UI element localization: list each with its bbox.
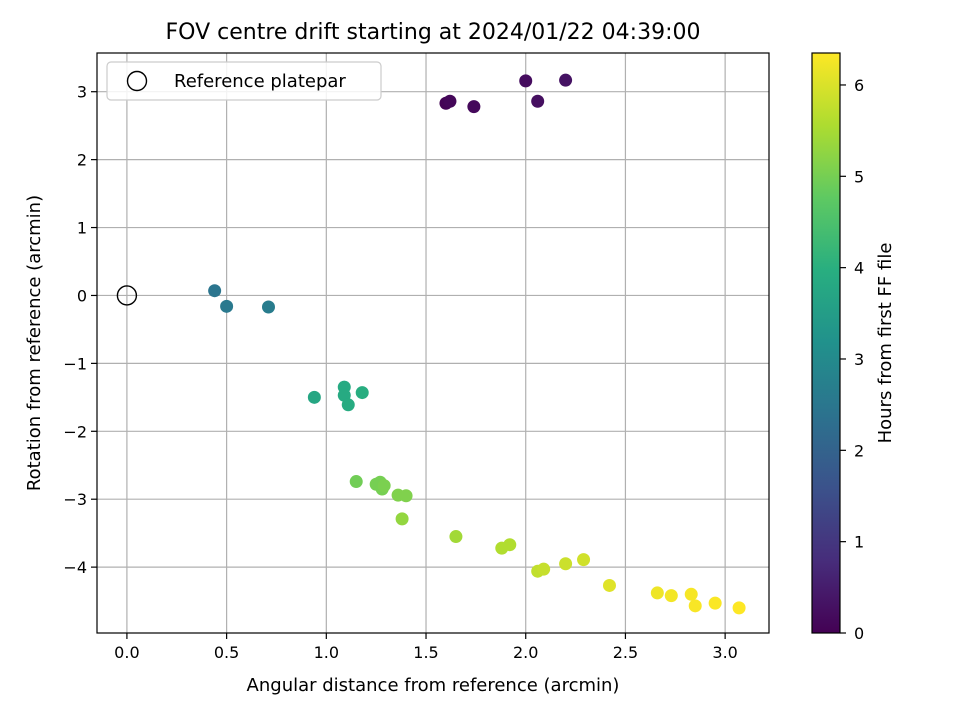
data-point: [577, 553, 591, 567]
data-point: [664, 589, 678, 603]
y-tick-label: 3: [77, 83, 87, 102]
reference-marker: [116, 285, 138, 306]
data-point: [708, 596, 722, 610]
x-tick-label: 3.0: [712, 643, 737, 662]
scatter-points: [208, 73, 746, 615]
x-tick-label: 2.0: [513, 643, 538, 662]
legend-marker: [126, 70, 148, 92]
data-point: [377, 479, 391, 493]
x-tick-label: 1.5: [413, 643, 438, 662]
colorbar-tick-label: 1: [854, 533, 864, 552]
data-point: [559, 73, 573, 87]
colorbar-tick-label: 2: [854, 441, 864, 460]
colorbar: [811, 52, 841, 634]
y-axis-ticks: 3 2 1 0 −1 −2 −3 −4: [63, 83, 97, 577]
x-tick-label: 0.0: [114, 643, 139, 662]
data-point: [559, 557, 573, 571]
data-point: [519, 74, 533, 88]
data-point: [537, 562, 551, 576]
data-point: [341, 398, 355, 412]
legend-label: Reference platepar: [174, 71, 346, 92]
data-point: [355, 386, 369, 400]
data-point: [732, 601, 746, 615]
colorbar-tick-label: 4: [854, 259, 864, 278]
y-tick-label: 2: [77, 151, 87, 170]
y-tick-label: −1: [63, 354, 87, 373]
data-point: [443, 94, 457, 108]
y-tick-label: 1: [77, 219, 87, 238]
data-point: [688, 599, 702, 613]
data-point: [531, 94, 545, 108]
data-point: [650, 586, 664, 600]
y-tick-label: −3: [63, 490, 87, 509]
legend-box: [106, 61, 382, 101]
colorbar-tick-label: 6: [854, 76, 864, 95]
data-point: [449, 530, 463, 544]
data-point: [307, 390, 321, 404]
colorbar-tick-label: 5: [854, 167, 864, 186]
data-point: [467, 100, 481, 114]
colorbar-tick-label: 0: [854, 624, 864, 643]
colorbar-label: Hours from first FF file: [875, 243, 896, 444]
y-axis-label: Rotation from reference (arcmin): [24, 195, 45, 491]
chart-title: FOV centre drift starting at 2024/01/22 …: [166, 20, 701, 45]
y-tick-label: −4: [63, 558, 87, 577]
x-tick-label: 1.0: [314, 643, 339, 662]
data-point: [399, 489, 413, 503]
data-point: [349, 475, 363, 489]
colorbar-ticks: 0 1 2 3 4 5 6: [840, 76, 864, 643]
legend: Reference platepar: [106, 61, 382, 101]
y-tick-label: 0: [77, 286, 87, 305]
x-axis-ticks: 0.0 0.5 1.0 1.5 2.0 2.5 3.0: [114, 633, 738, 662]
data-point: [261, 300, 275, 314]
grid: [97, 53, 769, 633]
data-point: [503, 538, 517, 552]
data-point: [395, 512, 409, 526]
data-point: [208, 284, 222, 298]
x-axis-label: Angular distance from reference (arcmin): [247, 675, 620, 696]
x-tick-label: 0.5: [214, 643, 239, 662]
data-point: [220, 299, 234, 313]
plot-frame: [96, 52, 770, 634]
data-point: [602, 578, 616, 592]
data-point: [684, 587, 698, 601]
y-tick-label: −2: [63, 422, 87, 441]
colorbar-tick-label: 3: [854, 350, 864, 369]
x-tick-label: 2.5: [613, 643, 638, 662]
